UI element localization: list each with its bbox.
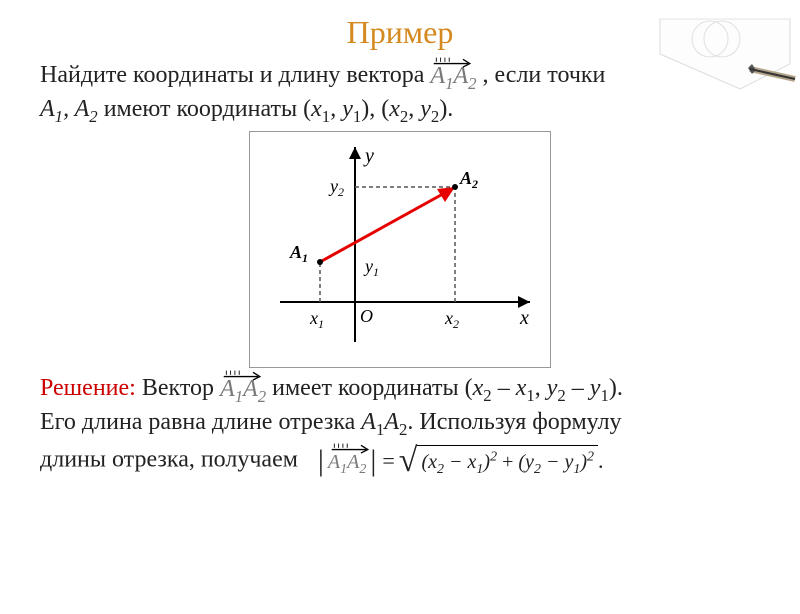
- problem-pre: Найдите координаты и длину вектора: [40, 62, 424, 88]
- solution-post: имеет координаты: [272, 375, 459, 401]
- a1-label: A1: [289, 242, 308, 265]
- title: Пример: [0, 14, 800, 51]
- vector-a1a2-2: A1A2: [220, 373, 266, 407]
- vector-arrow-icon: [330, 440, 373, 454]
- y-axis-label: y: [363, 145, 374, 167]
- x2-label: x2: [444, 308, 459, 331]
- vector-diagram: y x O x1 x2 y1 y2 A1 A2: [249, 131, 551, 368]
- solution-pre: Вектор: [142, 375, 214, 401]
- problem-rest: имеют координаты: [104, 96, 297, 122]
- point-names: A1, A2: [40, 96, 98, 122]
- solution-label: Решение:: [40, 375, 136, 401]
- x-axis-label: x: [519, 307, 529, 329]
- vector-arrow-icon: [432, 54, 475, 68]
- problem-post: , если точки: [483, 62, 606, 88]
- solution-line2: Его длина равна длине отрезка: [40, 409, 355, 435]
- plus-sign: +: [502, 451, 518, 473]
- vector-arrow-icon: [222, 367, 265, 381]
- vector-a1a2-3: A1A2: [328, 446, 366, 477]
- problem-statement: Найдите координаты и длину вектора A1A2 …: [40, 59, 778, 125]
- length-formula: | A1A2 | = √ (x2 − x1)2 +: [316, 440, 604, 482]
- origin-label: O: [360, 306, 373, 326]
- sqrt-expression: √ (x2 − x1)2 + (y2 − y1)2: [399, 445, 598, 476]
- solution-text: Решение: Вектор A1A2 имеет координаты (x…: [40, 372, 778, 482]
- x1-label: x1: [309, 308, 324, 331]
- solution-line2-rest: Используя формулу: [419, 409, 621, 435]
- solution-line3: длины отрезка, получаем: [40, 446, 298, 472]
- y2-label: y2: [328, 176, 344, 199]
- a2-label: A2: [459, 168, 478, 191]
- equals-sign: =: [378, 446, 398, 477]
- y1-label: y1: [363, 256, 379, 279]
- vector-a1a2-1: A1A2: [430, 60, 476, 92]
